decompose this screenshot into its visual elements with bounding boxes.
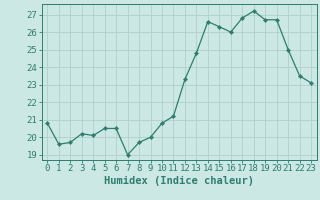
X-axis label: Humidex (Indice chaleur): Humidex (Indice chaleur) — [104, 176, 254, 186]
